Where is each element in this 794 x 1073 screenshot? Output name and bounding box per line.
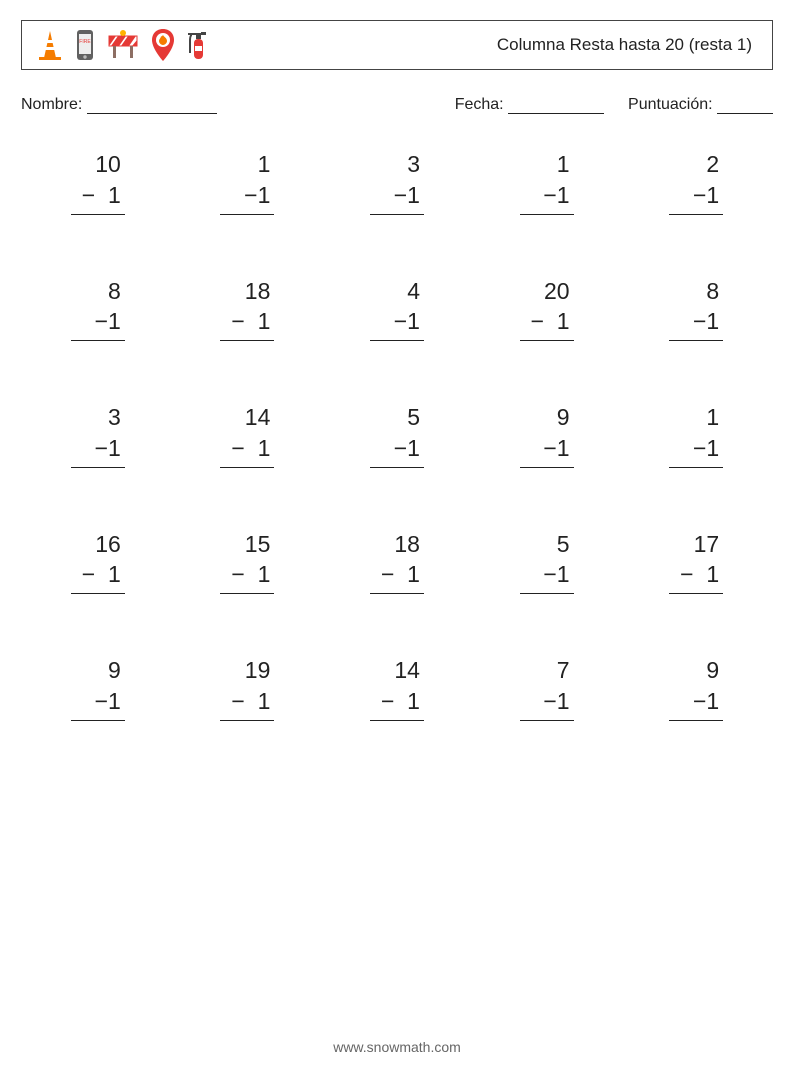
minuend: 1 [669, 403, 723, 432]
minuend: 20 [520, 277, 574, 306]
subtraction-problem: 5−1 [322, 403, 472, 468]
subtrahend-row: − 1 [220, 434, 274, 468]
subtraction-problem: 10− 1 [23, 150, 173, 215]
subtrahend-row: −1 [71, 434, 125, 468]
score-line[interactable] [717, 97, 773, 114]
subtrahend-row: −1 [669, 687, 723, 721]
subtraction-problem: 20− 1 [472, 277, 622, 342]
minuend: 17 [669, 530, 723, 559]
subtrahend-row: − 1 [669, 560, 723, 594]
subtraction-problem: 8−1 [621, 277, 771, 342]
minuend: 7 [520, 656, 574, 685]
barrier-icon [106, 28, 140, 62]
minuend: 8 [669, 277, 723, 306]
date-label: Fecha: [455, 96, 508, 113]
worksheet-title: Columna Resta hasta 20 (resta 1) [497, 35, 758, 55]
subtraction-problem: 4−1 [322, 277, 472, 342]
subtraction-problem: 18− 1 [322, 530, 472, 595]
minuend: 19 [220, 656, 274, 685]
minuend: 18 [220, 277, 274, 306]
subtraction-problem: 1−1 [472, 150, 622, 215]
subtraction-problem: 19− 1 [173, 656, 323, 721]
minuend: 2 [669, 150, 723, 179]
subtrahend-row: −1 [520, 181, 574, 215]
minuend: 16 [71, 530, 125, 559]
minuend: 14 [220, 403, 274, 432]
map-marker-fire-icon [150, 27, 176, 63]
subtrahend-row: −1 [520, 434, 574, 468]
minuend: 5 [520, 530, 574, 559]
problems-grid: 10− 11−13−11−12−18−118− 14−120− 18−13−11… [21, 150, 773, 721]
minuend: 3 [71, 403, 125, 432]
subtrahend-row: −1 [370, 307, 424, 341]
worksheet-header: FIRE [21, 20, 773, 70]
subtraction-problem: 14− 1 [173, 403, 323, 468]
subtraction-problem: 7−1 [472, 656, 622, 721]
minuend: 8 [71, 277, 125, 306]
subtraction-problem: 15− 1 [173, 530, 323, 595]
minuend: 1 [220, 150, 274, 179]
subtraction-problem: 5−1 [472, 530, 622, 595]
subtraction-problem: 18− 1 [173, 277, 323, 342]
minuend: 10 [71, 150, 125, 179]
phone-fire-icon: FIRE [74, 28, 96, 62]
minuend: 9 [520, 403, 574, 432]
minuend: 1 [520, 150, 574, 179]
minuend: 14 [370, 656, 424, 685]
minuend: 15 [220, 530, 274, 559]
header-icons: FIRE [36, 27, 208, 63]
subtrahend-row: −1 [370, 434, 424, 468]
subtraction-problem: 2−1 [621, 150, 771, 215]
subtrahend-row: −1 [669, 307, 723, 341]
subtraction-problem: 9−1 [23, 656, 173, 721]
date-line[interactable] [508, 97, 604, 114]
subtraction-problem: 16− 1 [23, 530, 173, 595]
name-label: Nombre: [21, 96, 87, 113]
subtraction-problem: 3−1 [23, 403, 173, 468]
subtrahend-row: − 1 [220, 307, 274, 341]
score-label: Puntuación: [628, 96, 717, 113]
subtraction-problem: 8−1 [23, 277, 173, 342]
minuend: 5 [370, 403, 424, 432]
minuend: 3 [370, 150, 424, 179]
subtrahend-row: −1 [669, 434, 723, 468]
minuend: 18 [370, 530, 424, 559]
subtrahend-row: − 1 [220, 687, 274, 721]
subtrahend-row: −1 [520, 560, 574, 594]
traffic-cone-icon [36, 28, 64, 62]
subtrahend-row: −1 [669, 181, 723, 215]
subtrahend-row: −1 [220, 181, 274, 215]
subtrahend-row: − 1 [220, 560, 274, 594]
minuend: 9 [669, 656, 723, 685]
subtrahend-row: − 1 [71, 560, 125, 594]
minuend: 4 [370, 277, 424, 306]
subtrahend-row: −1 [520, 687, 574, 721]
subtraction-problem: 1−1 [173, 150, 323, 215]
subtrahend-row: − 1 [520, 307, 574, 341]
subtrahend-row: − 1 [370, 687, 424, 721]
name-line[interactable] [87, 97, 217, 114]
subtraction-problem: 9−1 [621, 656, 771, 721]
svg-text:FIRE: FIRE [79, 39, 91, 45]
subtrahend-row: −1 [370, 181, 424, 215]
subtrahend-row: − 1 [71, 181, 125, 215]
subtraction-problem: 17− 1 [621, 530, 771, 595]
subtrahend-row: −1 [71, 307, 125, 341]
subtrahend-row: − 1 [370, 560, 424, 594]
subtraction-problem: 14− 1 [322, 656, 472, 721]
subtraction-problem: 3−1 [322, 150, 472, 215]
subtraction-problem: 1−1 [621, 403, 771, 468]
fire-extinguisher-icon [186, 27, 208, 63]
info-fields-row: Nombre: Fecha: Puntuación: [21, 96, 773, 114]
subtrahend-row: −1 [71, 687, 125, 721]
subtraction-problem: 9−1 [472, 403, 622, 468]
minuend: 9 [71, 656, 125, 685]
